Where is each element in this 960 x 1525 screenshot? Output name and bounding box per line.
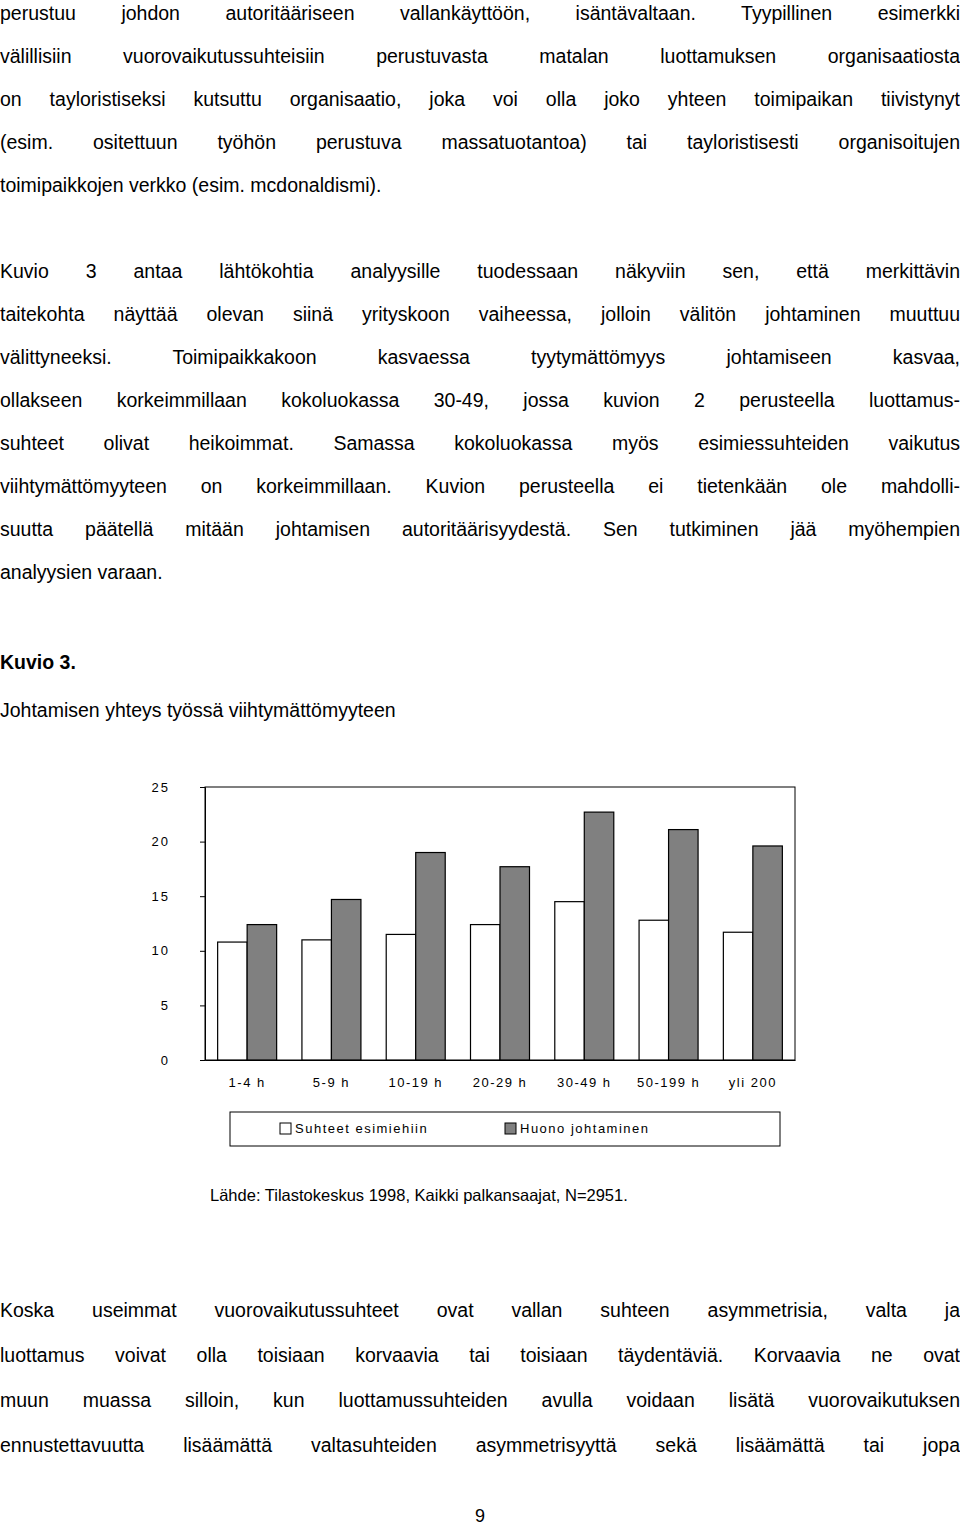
- legend-box: [230, 1112, 780, 1146]
- tick-label: 5-9 h: [313, 1075, 350, 1090]
- tick-mark: [200, 787, 205, 788]
- tick: 15: [152, 889, 205, 904]
- bar: [416, 853, 446, 1060]
- tick-label: 15: [152, 889, 170, 904]
- bar: [639, 920, 669, 1060]
- tick-mark: [200, 951, 205, 952]
- bar: [753, 846, 783, 1060]
- tick: 5-9 h: [313, 1060, 350, 1090]
- bar: [302, 940, 332, 1060]
- page-number: 9: [0, 1503, 960, 1525]
- bar: [584, 812, 614, 1060]
- tick-label: 10: [152, 943, 170, 958]
- text-line: perustuu johdon autoritääriseen vallankä…: [0, 0, 960, 26]
- tick-mark: [200, 1005, 205, 1006]
- tick-label: 5: [161, 998, 170, 1013]
- text-line: taitekohta näyttää olevan siinä yritysko…: [0, 301, 960, 327]
- chart-title: Johtamisen yhteys työssä viihtymättömyyt…: [0, 697, 960, 723]
- bar: [555, 902, 585, 1060]
- plot-frame: [205, 787, 795, 1060]
- tick-label: 20-29 h: [473, 1075, 528, 1090]
- text-line: Kuvio 3 antaa lähtökohtia analyysille tu…: [0, 258, 960, 284]
- source: Lähde: Tilastokeskus 1998, Kaikki palkan…: [210, 1182, 960, 1208]
- tick: 25: [152, 780, 205, 795]
- tick-label: 10-19 h: [388, 1075, 443, 1090]
- tick-label: 50-199 h: [637, 1075, 700, 1090]
- bar: [669, 830, 699, 1060]
- x-axis: 1-4 h 5-9 h 10-19 h 20-29 h 30-49 h 50-199 h y…: [206, 1060, 796, 1090]
- tick-label: yli 200: [729, 1075, 777, 1090]
- legend-label: Huono johtaminen: [520, 1121, 650, 1136]
- tick-label: 25: [152, 780, 170, 795]
- tick: 30-49 h: [557, 1060, 612, 1090]
- tick: 10-19 h: [388, 1060, 443, 1090]
- tick-label: 30-49 h: [557, 1075, 612, 1090]
- tick-label: 0: [161, 1053, 170, 1068]
- tick: 20: [152, 834, 205, 849]
- legend-swatch: [505, 1123, 516, 1134]
- tick-mark: [200, 842, 205, 843]
- text-line: ennustettavuutta lisäämättä valtasuhteid…: [0, 1432, 960, 1458]
- text-line: ollakseen korkeimmillaan kokoluokassa 30…: [0, 387, 960, 413]
- series: [247, 812, 782, 1060]
- tick-label: 1-4 h: [229, 1075, 266, 1090]
- legend-label: Suhteet esimiehiin: [295, 1121, 428, 1136]
- bar: [331, 899, 361, 1060]
- text-line: luottamus voivat olla toisiaan korvaavia…: [0, 1342, 960, 1368]
- tick: 20-29 h: [473, 1060, 528, 1090]
- bars: [218, 812, 783, 1060]
- text-line: suutta päätellä mitään johtamisen autori…: [0, 516, 960, 542]
- y-axis: 0 5 10 15 20 25: [152, 780, 206, 1068]
- bar: [247, 925, 277, 1060]
- tick: 5: [161, 998, 205, 1013]
- text-line: välittyneeksi. Toimipaikkakoon kasvaessa…: [0, 344, 960, 370]
- text-line: muun muassa silloin, kun luottamussuhtei…: [0, 1387, 960, 1413]
- bar: [471, 925, 501, 1060]
- tick-mark: [200, 896, 205, 897]
- text-line: Koska useimmat vuorovaikutussuhteet ovat…: [0, 1297, 960, 1323]
- tick-mark: [200, 1060, 205, 1061]
- bar: [500, 867, 530, 1060]
- text-line: välillisiin vuorovaikutussuhteisiin peru…: [0, 43, 960, 69]
- text-line: suhteet olivat heikoimmat. Samassa kokol…: [0, 430, 960, 456]
- bar: [218, 942, 248, 1060]
- bar: [723, 932, 753, 1060]
- text-line: viihtymättömyyteen on korkeimmillaan. Ku…: [0, 473, 960, 499]
- chart: 0 5 10 15 20 25 1-4 h 5-9 h 10-19 h 20-29 h 30-49 …: [0, 740, 960, 1180]
- tick: 50-199 h: [637, 1060, 700, 1090]
- legend-swatch: [280, 1123, 291, 1134]
- text-line: analyysien varaan.: [0, 559, 960, 585]
- text-line: toimipaikkojen verkko (esim. mcdonaldism…: [0, 172, 960, 198]
- tick-label: 20: [152, 834, 170, 849]
- axis-line: [206, 1060, 796, 1061]
- text-line: (esim. ositettuun työhön perustuva massa…: [0, 129, 960, 155]
- text-line: on tayloristiseksi kutsuttu organisaatio…: [0, 86, 960, 112]
- axis-line: [200, 788, 206, 1061]
- tick: 0: [161, 1053, 205, 1068]
- bar: [386, 934, 416, 1060]
- tick: yli 200: [729, 1060, 777, 1090]
- tick: 1-4 h: [229, 1060, 266, 1090]
- tick: 10: [152, 943, 205, 958]
- legend: Suhteet esimiehiin Huono johtaminen: [230, 1112, 780, 1146]
- figure-label: Kuvio 3.: [0, 649, 960, 675]
